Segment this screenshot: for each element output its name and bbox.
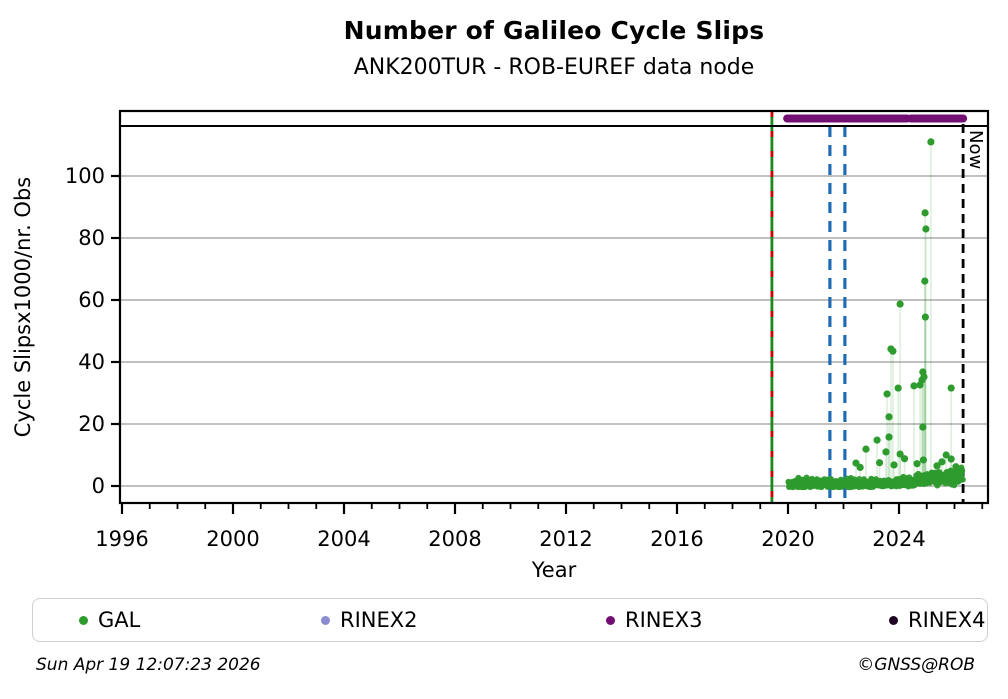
gal-spike-point <box>896 450 904 458</box>
gal-spike-point <box>947 384 955 392</box>
x-tick-label: 2016 <box>650 527 703 551</box>
x-axis-title: Year <box>531 558 577 582</box>
x-tick-label: 2008 <box>428 527 481 551</box>
plot-frame <box>118 109 990 505</box>
rinex2-dot-icon <box>321 615 330 625</box>
gal-spike-point <box>955 466 963 475</box>
x-tick-label: 2000 <box>206 527 259 551</box>
now-label: Now <box>965 130 986 169</box>
x-tick-label: 2020 <box>761 527 814 551</box>
y-tick-label: 40 <box>78 350 105 374</box>
gal-spike-point <box>921 209 929 217</box>
gal-point <box>959 476 966 483</box>
gal-spike-point <box>916 381 924 389</box>
gal-spike-point <box>883 390 891 398</box>
y-tick-label: 20 <box>78 412 105 436</box>
gal-spike-point <box>913 460 921 468</box>
gal-spike-point <box>873 436 881 444</box>
legend-item-rinex2: RINEX2 <box>321 599 418 641</box>
legend-label: GAL <box>98 608 141 632</box>
gal-spike-point <box>875 459 884 467</box>
gal-spike-point <box>900 455 909 463</box>
x-tick-label: 1996 <box>95 527 148 551</box>
legend-label: RINEX4 <box>908 608 986 632</box>
gal-spike-point <box>894 384 902 392</box>
gal-spike-point <box>927 138 935 146</box>
gal-spike-point <box>896 300 904 308</box>
gal-spike-point <box>921 277 929 285</box>
legend-label: RINEX3 <box>625 608 703 632</box>
plot-credit: ©GNSS@ROB <box>857 655 975 675</box>
legend-label: RINEX2 <box>340 608 418 632</box>
legend-item-gal: GAL <box>79 599 140 641</box>
gal-spike-point <box>889 347 897 355</box>
chart-subtitle: ANK200TUR - ROB-EUREF data node <box>353 55 755 80</box>
chart-legend: GAL RINEX2 RINEX3 RINEX4 <box>32 598 988 642</box>
gal-spike-point <box>890 461 898 469</box>
gal-spike-point <box>919 423 927 431</box>
y-axis-title: Cycle Slipsx1000/nr. Obs <box>11 177 35 437</box>
gal-spike-point <box>942 451 950 459</box>
x-tick-label: 2012 <box>539 527 592 551</box>
plot-timestamp: Sun Apr 19 12:07:23 2026 <box>36 655 261 675</box>
gal-spike-point <box>862 445 870 453</box>
y-tick-label: 100 <box>65 164 105 188</box>
cycle-slips-plot: Now 1996 2000 2004 2008 2012 2016 2020 2024 Year 0… <box>11 109 990 582</box>
gal-dot-icon <box>79 615 88 625</box>
gal-spike-point <box>922 225 930 233</box>
legend-item-rinex3: RINEX3 <box>606 599 703 641</box>
gal-spike-point <box>933 462 941 470</box>
gal-spike-point <box>856 463 864 471</box>
gal-spike-point <box>919 456 928 464</box>
gal-spike-point <box>938 458 946 466</box>
rinex4-dot-icon <box>889 615 898 625</box>
x-tick-label: 2024 <box>872 527 925 551</box>
gal-spike-point <box>885 413 893 421</box>
gal-spike-point <box>910 382 918 390</box>
legend-item-rinex4: RINEX4 <box>889 599 986 641</box>
gal-spike-point <box>885 433 893 441</box>
gal-spike-point <box>921 313 929 321</box>
y-tick-label: 80 <box>78 226 105 250</box>
gal-spike-point <box>882 448 890 456</box>
rinex3-dot-icon <box>606 615 615 625</box>
y-tick-label: 60 <box>78 288 105 312</box>
gal-spike-point <box>947 455 955 463</box>
y-tick-label: 0 <box>92 474 105 498</box>
x-tick-label: 2004 <box>317 527 370 551</box>
chart-title: Number of Galileo Cycle Slips <box>343 16 765 45</box>
